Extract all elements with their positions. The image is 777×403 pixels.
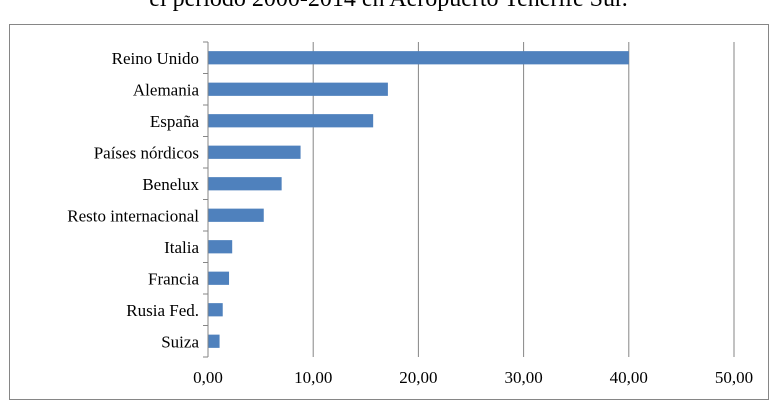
y-category-label: Benelux bbox=[142, 175, 199, 194]
bar bbox=[208, 145, 301, 159]
x-tick-label: 50,00 bbox=[715, 368, 753, 387]
chart-title: el período 2000-2014 en Aeropuerto Tener… bbox=[0, 0, 777, 13]
y-category-label: Países nórdicos bbox=[94, 143, 199, 162]
y-axis: Reino Unido Alemania España Países nórdicos… bbox=[67, 41, 209, 358]
y-category-label: Resto internacional bbox=[67, 206, 199, 225]
y-category-label: Suiza bbox=[161, 332, 199, 351]
x-axis: 0,00 10,00 20,00 30,00 40,00 50,00 bbox=[193, 368, 753, 387]
bar bbox=[208, 82, 388, 96]
y-category-label: Reino Unido bbox=[112, 49, 199, 68]
x-tick-label: 20,00 bbox=[399, 368, 437, 387]
y-category-label: Rusia Fed. bbox=[126, 301, 199, 320]
bar bbox=[208, 51, 629, 65]
y-category-label: España bbox=[150, 112, 200, 131]
x-tick-label: 10,00 bbox=[294, 368, 332, 387]
y-category-label: Italia bbox=[164, 238, 199, 257]
bar bbox=[208, 177, 282, 191]
x-tick-label: 0,00 bbox=[193, 368, 223, 387]
bar bbox=[208, 114, 374, 128]
bars bbox=[208, 51, 629, 348]
chart-frame bbox=[9, 24, 769, 400]
bar bbox=[208, 240, 233, 254]
bar bbox=[208, 208, 264, 222]
bar bbox=[208, 303, 223, 317]
y-category-label: Francia bbox=[148, 269, 199, 288]
y-category-label: Alemania bbox=[133, 80, 200, 99]
bar bbox=[208, 271, 230, 285]
x-tick-label: 30,00 bbox=[504, 368, 542, 387]
bar bbox=[208, 334, 220, 348]
x-tick-label: 40,00 bbox=[610, 368, 648, 387]
